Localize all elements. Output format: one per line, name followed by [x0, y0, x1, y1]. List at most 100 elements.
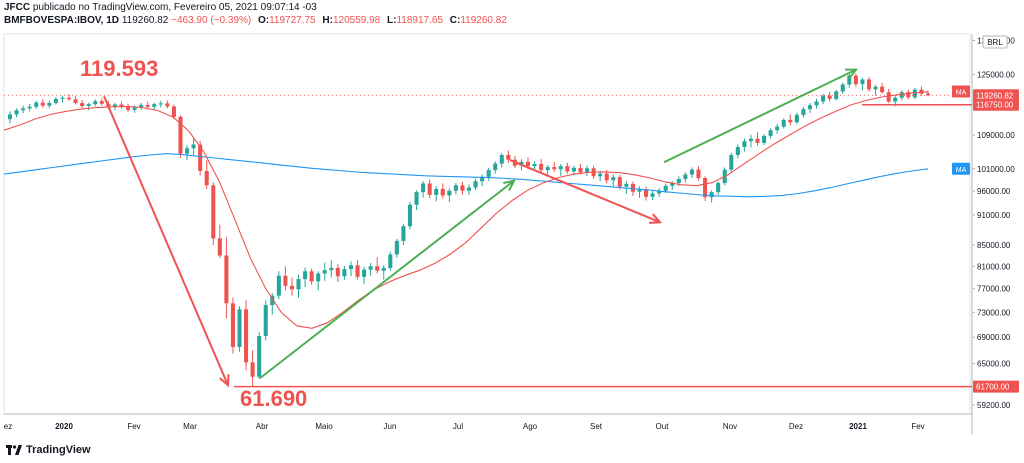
candle-body — [755, 138, 760, 143]
candle-body — [676, 178, 681, 184]
candle-body — [322, 270, 327, 274]
candle-body — [447, 190, 452, 196]
candle-body — [257, 335, 262, 377]
candle-body — [781, 119, 786, 127]
candle-body — [788, 119, 793, 123]
ma-tag-box — [952, 85, 970, 98]
candle-body — [532, 163, 537, 167]
candle-body — [912, 89, 917, 98]
candle-body — [801, 109, 806, 115]
x-tick-label: Maio — [315, 422, 333, 431]
candle-body — [460, 185, 465, 191]
candle-body — [381, 267, 386, 271]
candle-body — [171, 106, 176, 117]
candle-body — [866, 79, 872, 90]
x-tick-label: Jul — [453, 422, 463, 431]
candle-body — [545, 167, 550, 171]
candle-body — [348, 265, 354, 270]
tradingview-logo[interactable]: TradingView — [6, 444, 91, 456]
x-tick-label: Mar — [183, 422, 197, 431]
y-tick-label: 125000.00 — [977, 71, 1015, 80]
downtrend-arrow[interactable] — [103, 95, 229, 386]
low-label: L: — [387, 15, 397, 26]
candle-body — [112, 104, 117, 107]
candle-body — [847, 75, 852, 85]
candle-body — [571, 167, 576, 172]
x-tick-label: Fev — [911, 422, 924, 431]
candle-body — [480, 176, 485, 182]
chart-area[interactable]: 59200.00 65000.00 69000.00 73000.00 77000.00… — [0, 30, 1024, 440]
candle-body — [709, 192, 714, 198]
candle-body — [716, 183, 721, 193]
candle-body — [407, 204, 413, 227]
candle-body — [729, 154, 734, 170]
candle-body — [394, 240, 399, 255]
candle-body — [440, 188, 445, 196]
rally-arrow[interactable] — [663, 68, 857, 164]
candle-body — [427, 183, 432, 195]
candle-body — [303, 271, 308, 280]
currency-box[interactable] — [982, 35, 1008, 49]
candle-body — [473, 181, 478, 188]
candle-body — [250, 362, 255, 377]
y-tick-label: 101000.00 — [977, 165, 1015, 174]
candle-body — [132, 107, 137, 110]
author-name: JFCC — [4, 2, 31, 13]
candle-body — [735, 146, 740, 155]
candle-body — [565, 166, 570, 172]
candle-body — [414, 192, 419, 205]
uptrend-arrow[interactable] — [259, 179, 515, 379]
candle-body — [289, 285, 294, 290]
candle-body — [893, 97, 898, 102]
ma-slow-line — [3, 153, 929, 198]
candle-body — [204, 170, 209, 186]
candle-body — [119, 104, 124, 108]
candle-body — [309, 271, 314, 282]
symbol-name[interactable]: BMFBOVESPA:IBOV, 1D — [4, 15, 120, 26]
publication-text: publicado no TradingView.com, Fevereiro … — [32, 2, 317, 13]
candle-body — [860, 79, 865, 85]
y-tick-label: 59200.00 — [977, 401, 1011, 410]
x-tick-label: Abr — [256, 422, 269, 431]
open-value: 119727.75 — [269, 15, 316, 26]
chart-header: JFCC publicado no TradingView.com, Fever… — [4, 2, 1020, 32]
price-label-text: 61700.00 — [976, 383, 1010, 392]
candle-body — [335, 267, 340, 277]
candle-body — [158, 103, 163, 105]
symbol-info: BMFBOVESPA:IBOV, 1D 119260.82 −463.90 (−… — [4, 15, 507, 26]
correction-arrow[interactable] — [509, 159, 661, 224]
y-tick-label: 91000.00 — [977, 211, 1011, 220]
candle-body — [139, 104, 144, 108]
candle-body — [40, 102, 45, 106]
open-label: O: — [257, 15, 270, 26]
candle-body — [276, 275, 281, 296]
candle-body — [453, 185, 458, 191]
candle-body — [66, 97, 72, 100]
candle-body — [80, 103, 85, 107]
candle-body — [493, 163, 498, 171]
ma-fast-line — [3, 91, 929, 329]
y-tick-label: 96000.00 — [977, 187, 1011, 196]
candle-body — [34, 102, 39, 107]
candle-body — [217, 238, 222, 256]
candle-body — [198, 144, 203, 171]
candle-body — [368, 266, 373, 270]
candle-body — [814, 101, 819, 106]
candle-body — [230, 303, 235, 347]
y-tick-label: 109000.00 — [977, 131, 1015, 140]
candlestick-chart[interactable]: 59200.00 65000.00 69000.00 73000.00 77000.00… — [0, 30, 1024, 440]
candle-body — [211, 185, 216, 239]
candle-body — [47, 103, 52, 106]
candle-body — [14, 110, 19, 115]
ma-tag-text: MA — [956, 167, 967, 174]
low-value: 118917.65 — [396, 15, 443, 26]
low-annotation: 61.690 — [240, 386, 307, 411]
y-tick-label: 73000.00 — [977, 308, 1011, 317]
candle-body — [689, 169, 694, 175]
candle-body — [886, 92, 891, 102]
candle-body — [624, 183, 629, 187]
candle-body — [93, 101, 98, 105]
plot-frame — [3, 33, 971, 415]
candle-body — [73, 99, 78, 104]
candle-body — [355, 265, 360, 277]
